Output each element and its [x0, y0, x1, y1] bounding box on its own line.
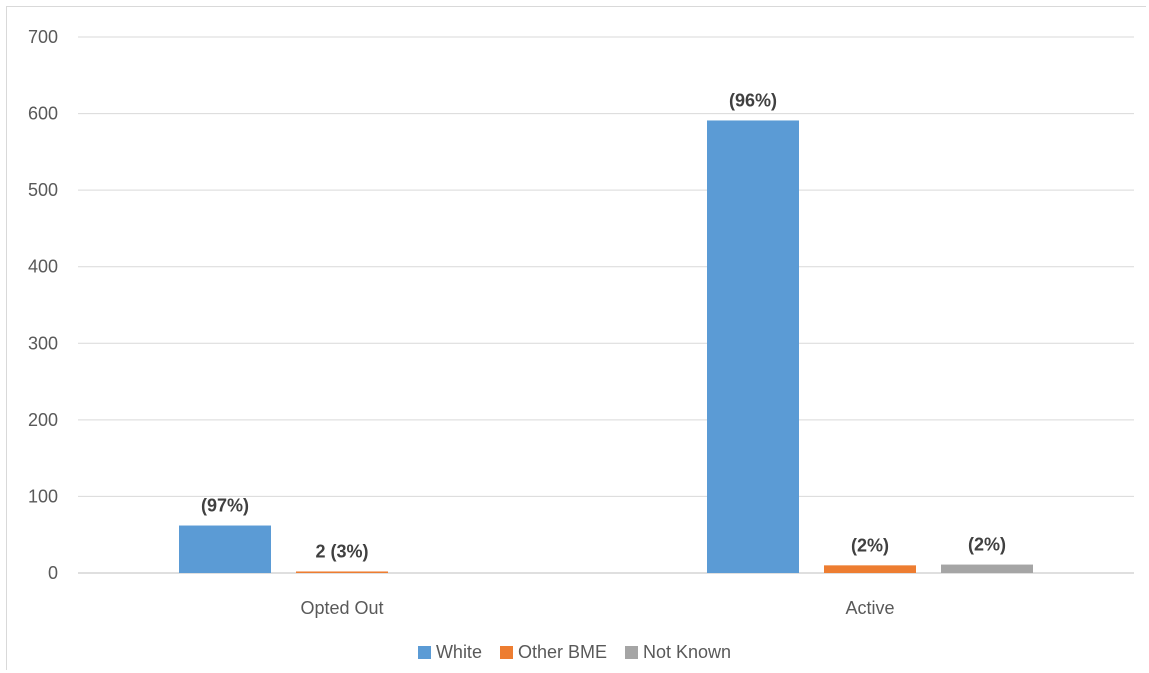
data-labels: (97%) 2 (3%) (96%) (2%) (2%) [201, 90, 1006, 561]
legend-label: White [435, 642, 482, 662]
y-axis-ticks: 0 100 200 300 400 500 600 700 [28, 27, 58, 583]
chart-frame [6, 6, 1146, 670]
legend-item: Other BME [499, 642, 607, 663]
gridlines [78, 36, 1134, 574]
bar-other-bme [824, 565, 916, 573]
y-tick-label: 300 [28, 333, 58, 353]
legend-swatch [417, 646, 431, 659]
bars [179, 120, 1033, 573]
legend-label: Other BME [517, 642, 607, 662]
legend-swatch [499, 646, 513, 659]
legend: White Other BME Not Known [0, 642, 1149, 663]
bar-white [179, 525, 271, 573]
legend-label: Not Known [642, 642, 732, 662]
data-label: (2%) [968, 535, 1006, 555]
legend-swatch [624, 646, 638, 659]
legend-item: White [417, 642, 482, 663]
data-label: 2 (3%) [315, 541, 368, 561]
data-label: (97%) [201, 496, 249, 516]
data-label: (96%) [729, 90, 777, 110]
y-tick-label: 700 [28, 27, 58, 47]
data-label: (2%) [851, 535, 889, 555]
bar-other-bme [296, 571, 388, 573]
bar-not-known [941, 564, 1033, 573]
y-tick-label: 200 [28, 410, 58, 430]
bar-white [707, 120, 799, 573]
category-label: Opted Out [300, 598, 383, 618]
legend-item: Not Known [624, 642, 732, 663]
y-tick-label: 600 [28, 104, 58, 124]
y-tick-label: 100 [28, 486, 58, 506]
x-axis-categories: Opted Out Active [300, 598, 894, 618]
y-tick-label: 500 [28, 180, 58, 200]
y-tick-label: 400 [28, 257, 58, 277]
category-label: Active [845, 598, 894, 618]
y-tick-label: 0 [48, 563, 58, 583]
